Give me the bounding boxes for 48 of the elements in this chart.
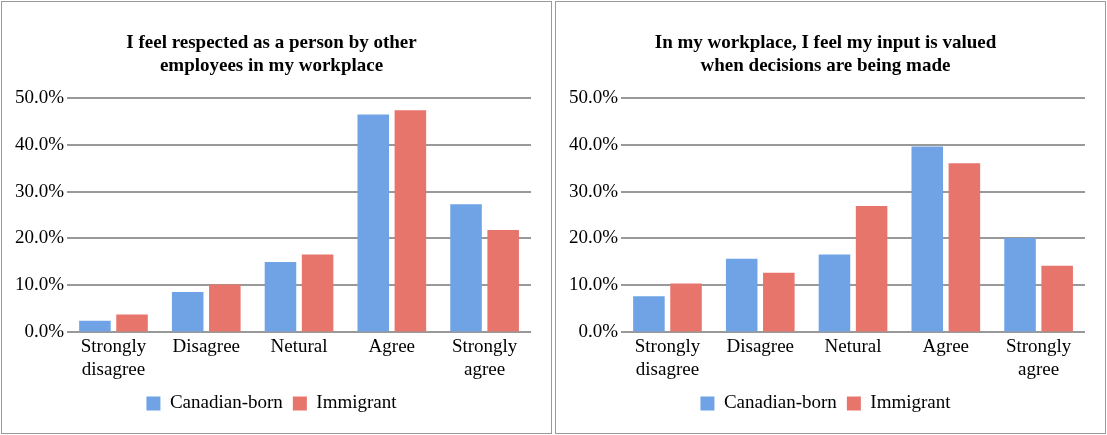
y-tick-label: 10.0%	[569, 273, 619, 295]
x-tick-label: Agree	[922, 334, 970, 356]
x-tick-label: Disagree	[726, 334, 795, 356]
legend-label: Canadian-born	[169, 391, 284, 413]
bar	[1041, 265, 1073, 332]
y-tick-label: 50.0%	[15, 85, 65, 107]
x-tick-label: Disagree	[172, 334, 241, 356]
x-tick-label: Strongly disagree	[80, 334, 147, 379]
y-tick-label: 0.0%	[24, 320, 65, 342]
bar	[209, 284, 241, 332]
x-tick-label: Agree	[368, 334, 416, 356]
x-tick-label: Strongly disagree	[634, 334, 701, 379]
bar	[670, 283, 702, 332]
y-tick-label: 20.0%	[569, 226, 619, 248]
bar	[763, 272, 795, 332]
y-tick-label: 0.0%	[578, 320, 619, 342]
chart-title: I feel respected as a person by other employees in my workplace	[126, 31, 418, 76]
bar	[171, 292, 204, 332]
x-tick-label: Strongly agree	[451, 334, 518, 379]
bar	[948, 163, 981, 332]
bar	[633, 296, 665, 332]
legend-label: Immigrant	[870, 391, 952, 413]
bar	[818, 254, 851, 332]
legend-label: Canadian-born	[723, 391, 838, 413]
y-tick-label: 40.0%	[569, 132, 619, 154]
x-tick-label: Netural	[824, 334, 882, 356]
y-tick-label: 30.0%	[569, 179, 619, 201]
bar	[487, 230, 519, 332]
bar	[394, 110, 427, 332]
y-tick-label: 50.0%	[569, 85, 619, 107]
bar	[301, 254, 334, 332]
bar	[116, 314, 148, 332]
chart-title: In my workplace, I feel my input is valued when decisions are being made	[654, 31, 997, 76]
y-tick-label: 20.0%	[15, 226, 65, 248]
bar	[855, 206, 888, 332]
x-tick-label: Netural	[270, 334, 328, 356]
bar	[357, 114, 390, 332]
bar	[264, 261, 297, 332]
y-tick-label: 30.0%	[15, 179, 65, 201]
y-tick-label: 40.0%	[15, 132, 65, 154]
bar	[79, 320, 111, 332]
bar	[911, 146, 944, 332]
bar	[725, 258, 758, 332]
bar	[1004, 238, 1036, 332]
legend-label: Immigrant	[316, 391, 398, 413]
x-tick-label: Strongly agree	[1005, 334, 1072, 379]
bar	[450, 204, 482, 332]
y-tick-label: 10.0%	[15, 273, 65, 295]
